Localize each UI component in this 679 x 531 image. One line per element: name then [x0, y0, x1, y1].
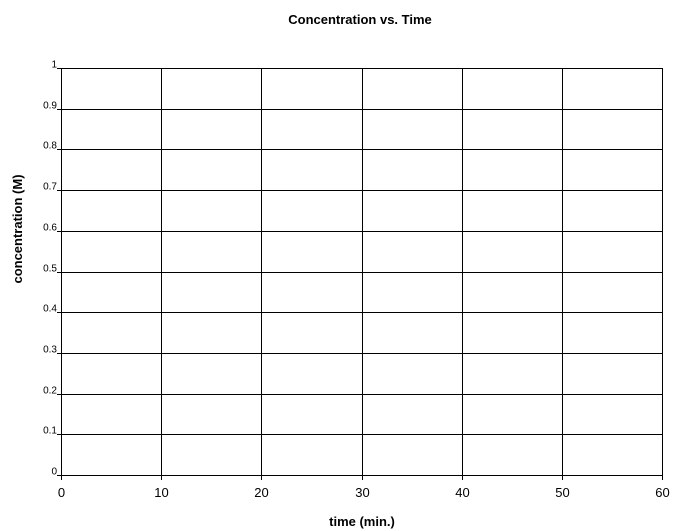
x-axis-label: time (min.): [329, 514, 395, 529]
y-axis-label: concentration (M): [10, 174, 25, 283]
y-tick-label: 0.6: [43, 223, 57, 234]
y-tick-label: 0.4: [43, 304, 57, 315]
y-tick-label: 0.1: [43, 426, 57, 437]
x-tick-label: 20: [254, 485, 268, 500]
y-tick-label: 1: [51, 60, 57, 71]
x-tick-label: 40: [455, 485, 469, 500]
x-tick-label: 60: [655, 485, 669, 500]
y-tick-label: 0.9: [43, 101, 57, 112]
y-tick-label: 0.7: [43, 182, 57, 193]
y-tick-label: 0.2: [43, 386, 57, 397]
x-tick-label: 0: [58, 485, 65, 500]
y-tick-label: 0.8: [43, 141, 57, 152]
x-tick-label: 50: [555, 485, 569, 500]
y-tick-label: 0.5: [43, 264, 57, 275]
x-tick-label: 30: [355, 485, 369, 500]
grid: [61, 68, 663, 476]
y-tick-label: 0: [51, 467, 57, 478]
tick-labels: 00.10.20.30.40.50.60.70.80.910 10 20 30 40 50…: [43, 60, 670, 501]
chart-title: Concentration vs. Time: [288, 12, 432, 27]
x-tick-label: 10: [154, 485, 168, 500]
y-tick-label: 0.3: [43, 345, 57, 356]
axes: [57, 68, 663, 480]
